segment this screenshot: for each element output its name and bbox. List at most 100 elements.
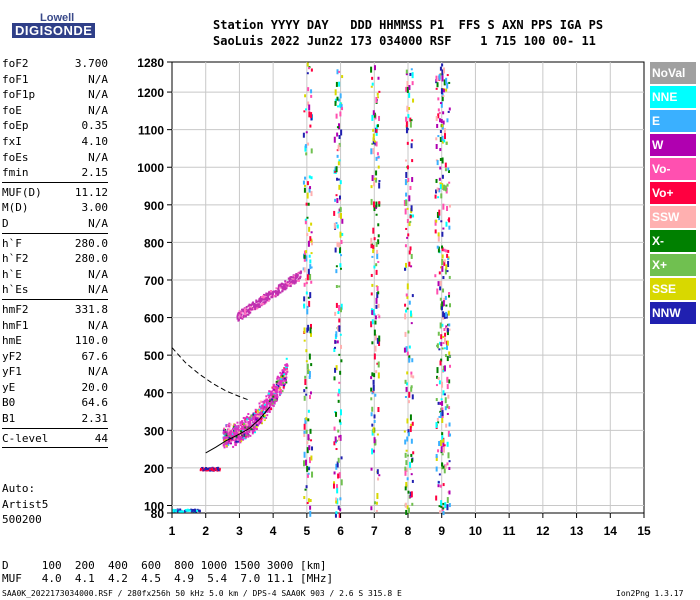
echo-point [436, 245, 439, 249]
echo-point [263, 407, 266, 410]
echo-point [294, 277, 297, 280]
echo-point [377, 372, 380, 379]
echo-point [442, 95, 445, 98]
echo-point [260, 413, 263, 416]
echo-point [447, 430, 450, 437]
echo-point [435, 137, 438, 141]
echo-point [403, 430, 406, 433]
echo-point [279, 392, 282, 395]
echo-point [310, 252, 313, 255]
echo-point [270, 407, 273, 410]
echo-point [242, 424, 245, 427]
echo-point [447, 110, 450, 113]
echo-point [446, 504, 449, 511]
echo-point [279, 371, 282, 374]
echo-point [285, 363, 288, 366]
echo-point [336, 126, 339, 129]
echo-point [263, 302, 266, 305]
echo-point [279, 283, 282, 286]
x-tick-label: 2 [202, 524, 209, 538]
echo-point [375, 297, 378, 304]
echo-point [308, 353, 311, 360]
echo-point [257, 420, 260, 423]
echo-point [250, 428, 253, 431]
param-row: foEp 0.35 [2, 118, 108, 134]
echo-point [410, 322, 413, 325]
echo-point [254, 422, 257, 425]
echo-point [372, 133, 375, 138]
echo-point [443, 347, 446, 350]
echo-point [278, 394, 281, 397]
echo-point [308, 175, 311, 179]
echo-point [339, 111, 342, 117]
echo-point [239, 421, 242, 424]
echo-point [439, 148, 442, 152]
echo-point [278, 376, 281, 379]
echo-point [236, 428, 239, 431]
echo-point [285, 281, 288, 284]
echo-point [372, 309, 375, 316]
echo-point [438, 214, 441, 221]
echo-point [370, 237, 373, 244]
echo-point [192, 509, 195, 512]
echo-point [449, 433, 452, 437]
echo-point [446, 183, 449, 187]
echo-point [285, 366, 288, 369]
echo-point [266, 414, 269, 417]
echo-point [251, 432, 254, 435]
echo-point [283, 376, 286, 379]
echo-point [444, 397, 447, 404]
echo-point [373, 419, 376, 423]
echo-point [446, 330, 449, 336]
echo-point [377, 76, 380, 80]
echo-point [378, 90, 381, 93]
echo-point [448, 460, 451, 463]
echo-point [305, 281, 308, 284]
param-name: B0 [2, 396, 16, 410]
echo-point [262, 296, 265, 299]
echo-point [442, 120, 445, 125]
echo-point [341, 75, 344, 79]
echo-point [411, 502, 414, 506]
echo-point [337, 161, 340, 166]
echo-point [269, 390, 272, 393]
x-tick-label: 12 [536, 524, 550, 538]
echo-point [370, 412, 373, 417]
echo-point [265, 301, 268, 304]
echo-point [305, 202, 308, 206]
echo-point [405, 69, 408, 74]
echo-point [184, 510, 187, 513]
echo-point [336, 69, 339, 75]
echo-point [436, 82, 439, 88]
echo-point [306, 72, 309, 75]
echo-point [337, 473, 340, 479]
echo-point [241, 308, 244, 311]
echo-point [212, 468, 215, 471]
echo-point [259, 301, 262, 304]
echo-point [443, 184, 446, 191]
echo-point [177, 509, 180, 512]
echo-point [239, 316, 242, 319]
echo-point [409, 467, 412, 470]
echo-point [225, 431, 228, 434]
echo-point [205, 469, 208, 472]
param-name: C-level [2, 431, 49, 445]
echo-point [406, 81, 409, 85]
echo-point [244, 431, 247, 434]
echo-point [248, 303, 251, 306]
param-row: M(D) 3.00 [2, 200, 108, 216]
echo-point [237, 434, 240, 437]
echo-point [338, 184, 341, 190]
echo-point [242, 432, 245, 435]
echo-point [409, 117, 412, 122]
echo-point [439, 130, 442, 134]
echo-point [266, 409, 269, 412]
echo-point [190, 509, 193, 512]
echo-point [445, 423, 448, 428]
echo-point [406, 436, 409, 442]
echo-point [338, 199, 341, 202]
echo-point [280, 381, 283, 384]
param-name: hmF2 [2, 302, 29, 316]
echo-point [253, 423, 256, 426]
echo-point [182, 510, 185, 513]
